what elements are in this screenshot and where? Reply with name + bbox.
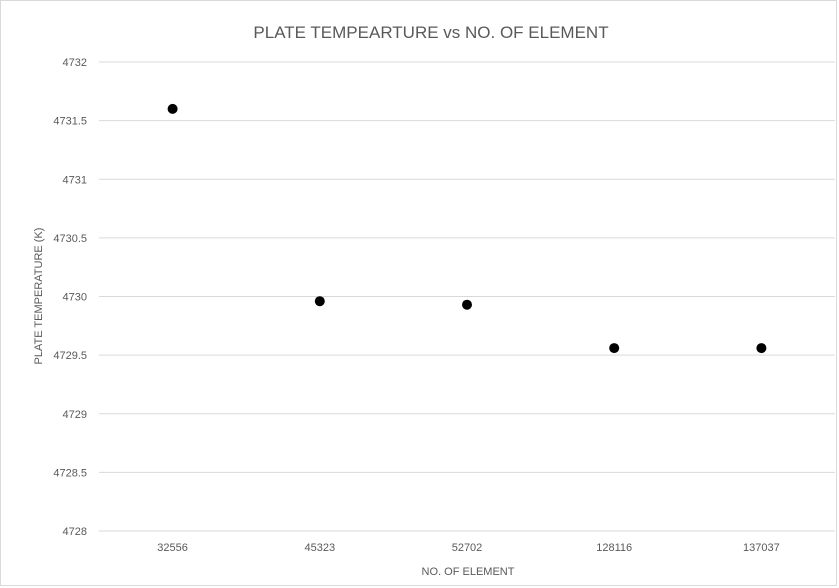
- x-axis-ticks: 32556 45323 52702 128116 137037: [157, 542, 779, 554]
- data-points: [167, 103, 767, 354]
- y-tick-label: 4731.5: [53, 116, 87, 128]
- y-tick-label: 4728.5: [53, 467, 87, 479]
- x-tick-label: 137037: [743, 542, 780, 554]
- data-point: [756, 343, 767, 354]
- x-tick-label: 128116: [596, 542, 632, 554]
- y-tick-label: 4732: [63, 57, 87, 69]
- data-point: [167, 103, 178, 114]
- x-tick-label: 32556: [157, 542, 188, 554]
- data-point: [609, 343, 620, 354]
- y-tick-label: 4730: [63, 292, 87, 304]
- y-axis-label: PLATE TEMPERATURE (K): [33, 228, 45, 365]
- y-tick-label: 4729.5: [53, 350, 87, 362]
- gridlines: [99, 61, 835, 532]
- data-point: [314, 296, 325, 307]
- y-tick-label: 4731: [63, 174, 87, 186]
- x-axis-label: NO. OF ELEMENT: [422, 566, 515, 578]
- y-tick-label: 4729: [63, 409, 87, 421]
- x-tick-label: 45323: [305, 542, 336, 554]
- y-tick-label: 4730.5: [53, 233, 87, 245]
- x-tick-label: 52702: [452, 542, 483, 554]
- y-tick-label: 4728: [63, 526, 87, 538]
- data-point: [462, 299, 472, 310]
- chart-title: PLATE TEMPEARTURE vs NO. OF ELEMENT: [253, 23, 608, 42]
- y-axis-ticks: 4728 4728.5 4729 4729.5 4730 4730.5 4731 4731.5…: [53, 57, 87, 538]
